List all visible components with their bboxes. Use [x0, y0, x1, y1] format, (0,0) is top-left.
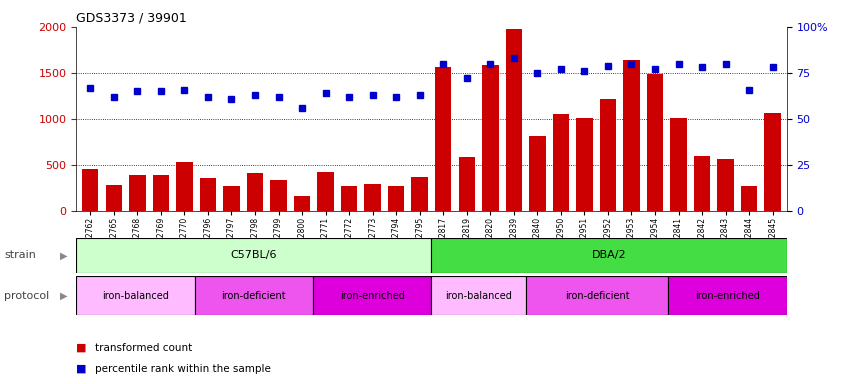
- Bar: [82, 169, 98, 211]
- Text: ■: ■: [76, 364, 86, 374]
- Bar: [200, 178, 216, 211]
- Bar: [431, 238, 787, 273]
- Bar: [600, 99, 616, 211]
- Bar: [176, 162, 193, 211]
- Text: iron-enriched: iron-enriched: [340, 291, 404, 301]
- Bar: [76, 276, 195, 315]
- Bar: [435, 66, 452, 211]
- Bar: [270, 180, 287, 211]
- Bar: [552, 114, 569, 211]
- Text: ■: ■: [76, 343, 86, 353]
- Bar: [765, 113, 781, 211]
- Bar: [506, 29, 522, 211]
- Bar: [388, 186, 404, 211]
- Text: iron-balanced: iron-balanced: [102, 291, 169, 301]
- Bar: [482, 65, 498, 211]
- Bar: [313, 276, 431, 315]
- Bar: [195, 276, 313, 315]
- Bar: [106, 185, 122, 211]
- Bar: [341, 186, 357, 211]
- Text: protocol: protocol: [4, 291, 49, 301]
- Bar: [294, 197, 310, 211]
- Text: iron-deficient: iron-deficient: [222, 291, 286, 301]
- Text: iron-balanced: iron-balanced: [445, 291, 513, 301]
- Text: ▶: ▶: [60, 250, 67, 260]
- Text: percentile rank within the sample: percentile rank within the sample: [95, 364, 271, 374]
- Bar: [459, 157, 475, 211]
- Bar: [741, 186, 757, 211]
- Text: iron-enriched: iron-enriched: [695, 291, 760, 301]
- Bar: [76, 238, 431, 273]
- Text: iron-deficient: iron-deficient: [565, 291, 629, 301]
- Bar: [152, 175, 169, 211]
- Bar: [668, 276, 787, 315]
- Bar: [411, 177, 428, 211]
- Bar: [317, 172, 334, 211]
- Bar: [717, 159, 733, 211]
- Text: DBA/2: DBA/2: [592, 250, 626, 260]
- Bar: [129, 175, 146, 211]
- Text: strain: strain: [4, 250, 36, 260]
- Text: C57BL/6: C57BL/6: [231, 250, 277, 260]
- Bar: [624, 60, 640, 211]
- Bar: [694, 156, 711, 211]
- Bar: [431, 276, 526, 315]
- Bar: [526, 276, 668, 315]
- Bar: [529, 136, 546, 211]
- Bar: [576, 118, 593, 211]
- Bar: [670, 118, 687, 211]
- Text: ▶: ▶: [60, 291, 67, 301]
- Bar: [647, 74, 663, 211]
- Text: transformed count: transformed count: [95, 343, 192, 353]
- Bar: [365, 184, 381, 211]
- Text: GDS3373 / 39901: GDS3373 / 39901: [76, 12, 187, 25]
- Bar: [247, 174, 263, 211]
- Bar: [223, 186, 239, 211]
